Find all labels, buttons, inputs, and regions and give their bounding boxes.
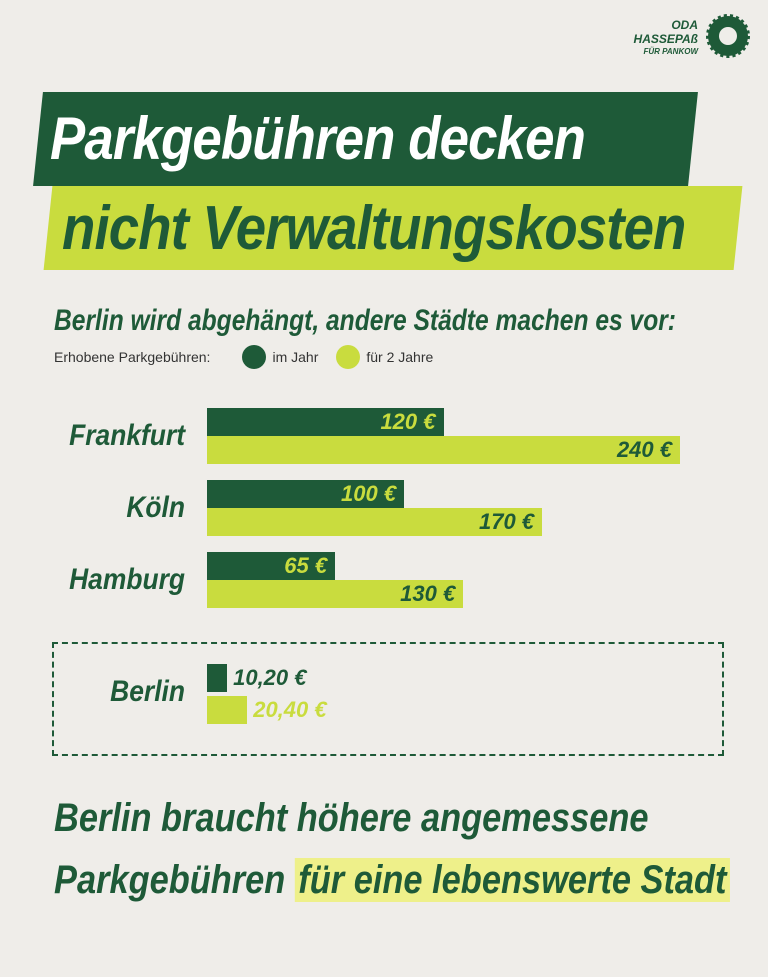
bar-berlin-2years <box>207 696 248 724</box>
bar-berlin-1year <box>207 664 228 692</box>
logo-line2: HASSEPAß <box>633 32 698 46</box>
footer-highlight: für eine lebenswerte Stadt <box>294 858 730 902</box>
category-label: Frankfurt <box>69 419 185 452</box>
bar-köln-2years <box>207 508 543 536</box>
legend-series-1: im Jahr <box>272 349 319 365</box>
bar-hamburg-2years <box>207 580 464 608</box>
value-label: 240 € <box>616 437 672 462</box>
bar-frankfurt-1year <box>207 408 444 436</box>
value-label: 170 € <box>478 509 535 534</box>
value-label: 20,40 € <box>253 697 327 722</box>
footer-line2-a: Parkgebühren <box>54 858 295 902</box>
subtitle: Berlin wird abgehängt, andere Städte mac… <box>54 304 676 337</box>
value-label: 65 € <box>284 553 328 578</box>
legend: Erhobene Parkgebühren: im Jahr für 2 Jah… <box>54 344 433 370</box>
bar-hamburg-1year <box>207 552 336 580</box>
value-label: 10,20 € <box>233 665 307 690</box>
value-label: 120 € <box>380 409 436 434</box>
category-label: Berlin <box>110 675 185 708</box>
logo-line3: FÜR PANKOW <box>643 47 698 56</box>
footer-line2: Parkgebühren für eine lebenswerte Stadt <box>54 856 730 904</box>
legend-series-2: für 2 Jahre <box>366 349 434 365</box>
category-label: Hamburg <box>69 563 185 596</box>
legend-label: Erhobene Parkgebühren: <box>54 349 211 365</box>
sunflower-icon <box>706 14 750 58</box>
bar-köln-1year <box>207 480 405 508</box>
title-line2: nicht Verwaltungskosten <box>62 194 686 263</box>
bar-frankfurt-2years <box>207 436 680 464</box>
value-label: 130 € <box>400 581 456 606</box>
value-label: 100 € <box>341 481 397 506</box>
berlin-highlight-box <box>52 642 724 756</box>
category-label: Köln <box>126 491 185 524</box>
logo: ODA HASSEPAß FÜR PANKOW <box>600 14 750 78</box>
legend-dot-dark <box>242 345 267 369</box>
title-line1: Parkgebühren decken <box>50 105 586 172</box>
footer-line1: Berlin braucht höhere angemessene <box>54 796 649 840</box>
legend-dot-lime <box>336 345 361 369</box>
logo-line1: ODA <box>671 18 698 32</box>
